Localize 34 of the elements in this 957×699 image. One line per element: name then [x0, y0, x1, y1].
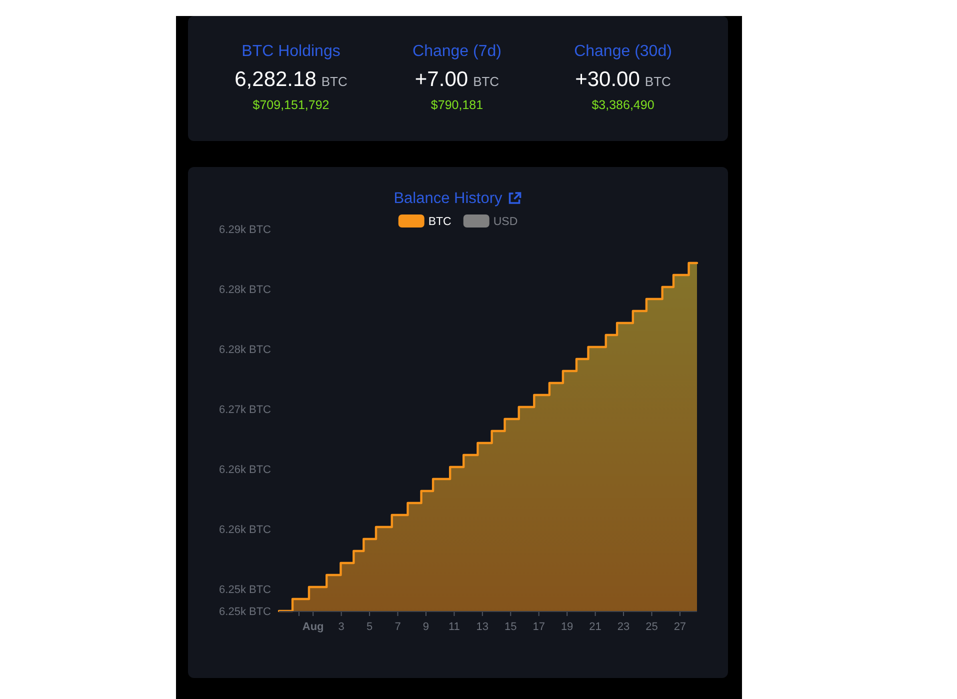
chart-title: Balance History: [394, 190, 503, 207]
x-tick-label: 19: [560, 621, 574, 633]
y-tick-label: 6.26k BTC: [219, 464, 272, 476]
x-tick-label: 25: [646, 621, 658, 633]
x-tick-label: 11: [448, 621, 460, 633]
y-tick-label: 6.26k BTC: [219, 524, 272, 536]
y-tick-label: 6.27k BTC: [219, 404, 272, 416]
x-tick-label: 7: [394, 621, 401, 633]
x-tick-label: 21: [589, 621, 602, 633]
text: +7.00 BTC: [414, 68, 500, 91]
x-tick-label: 5: [366, 621, 373, 633]
text: 6,282.18 BTC: [234, 68, 348, 91]
category-label: BTC Holdings: [242, 43, 340, 60]
text: $790,181: [430, 98, 484, 112]
legend-label: BTC: [428, 216, 452, 228]
x-tick-label: 9: [422, 621, 430, 633]
category-label: Change (30d): [574, 43, 672, 60]
y-tick-label: 6.25k BTC: [219, 584, 272, 596]
category-label: Change (7d): [412, 43, 502, 60]
text: $709,151,792: [252, 98, 330, 112]
y-tick-label: 6.29k BTC: [219, 224, 272, 236]
y-tick-label: 6.25k BTC: [219, 606, 272, 618]
text: $3,386,490: [592, 98, 654, 112]
x-tick-label: 17: [532, 621, 545, 633]
legend-label: USD: [493, 216, 518, 228]
y-tick-label: 6.28k BTC: [219, 344, 272, 356]
x-tick-label: 3: [338, 621, 344, 633]
y-tick-label: 6.28k BTC: [219, 284, 272, 296]
x-tick-label: 15: [504, 621, 517, 633]
x-tick-label: 27: [674, 621, 686, 633]
x-tick-label: Aug: [302, 621, 324, 633]
text: +30.00 BTC: [575, 68, 671, 91]
x-tick-label: 23: [617, 621, 630, 633]
x-tick-label: 13: [476, 621, 489, 633]
